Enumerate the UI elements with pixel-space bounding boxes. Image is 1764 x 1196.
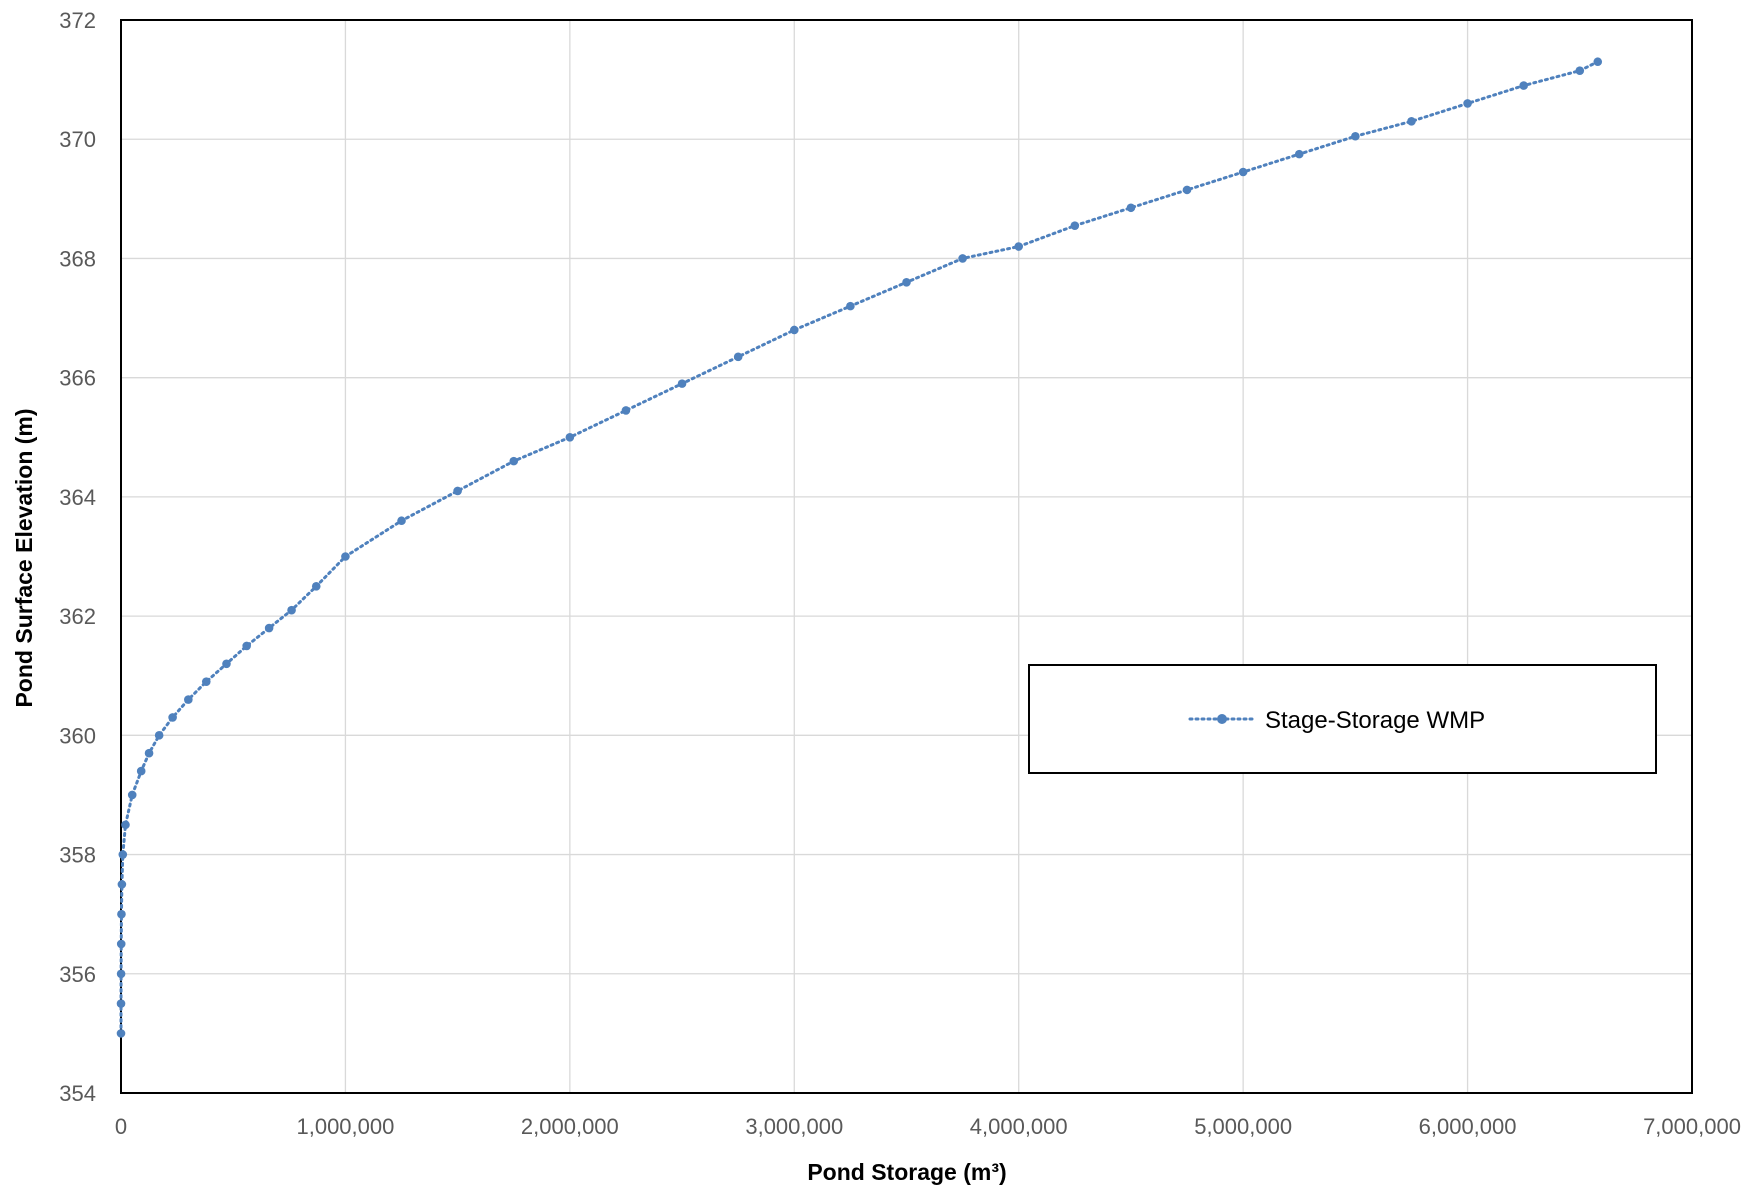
x-tick-label: 5,000,000	[1194, 1114, 1292, 1139]
data-point[interactable]	[137, 767, 146, 776]
x-tick-label: 3,000,000	[745, 1114, 843, 1139]
data-point[interactable]	[168, 713, 177, 722]
data-point[interactable]	[1351, 132, 1360, 141]
data-point[interactable]	[145, 749, 154, 758]
data-point[interactable]	[846, 302, 855, 311]
data-point[interactable]	[734, 353, 743, 362]
y-tick-label: 354	[59, 1081, 96, 1106]
y-tick-label: 362	[59, 604, 96, 629]
data-point[interactable]	[128, 791, 137, 800]
x-axis-title: Pond Storage (m³)	[807, 1159, 1006, 1185]
data-point[interactable]	[397, 516, 406, 525]
data-point[interactable]	[566, 433, 575, 442]
data-point[interactable]	[1239, 168, 1248, 177]
y-tick-label: 366	[59, 366, 96, 391]
data-point[interactable]	[312, 582, 321, 591]
data-point[interactable]	[121, 820, 130, 829]
data-point[interactable]	[1463, 99, 1472, 108]
x-tick-label: 7,000,000	[1643, 1114, 1741, 1139]
data-point[interactable]	[265, 624, 274, 633]
data-point[interactable]	[117, 999, 126, 1008]
data-point[interactable]	[453, 487, 462, 496]
data-point[interactable]	[117, 1029, 126, 1038]
data-point[interactable]	[902, 278, 911, 287]
data-point[interactable]	[117, 910, 126, 919]
data-point[interactable]	[509, 457, 518, 466]
data-point[interactable]	[287, 606, 296, 615]
data-point[interactable]	[184, 695, 193, 704]
data-point[interactable]	[1014, 242, 1023, 251]
x-tick-label: 2,000,000	[521, 1114, 619, 1139]
x-tick-label: 1,000,000	[296, 1114, 394, 1139]
y-tick-label: 364	[59, 485, 96, 510]
x-tick-label: 0	[115, 1114, 127, 1139]
data-point[interactable]	[242, 642, 251, 651]
y-tick-label: 358	[59, 843, 96, 868]
data-point[interactable]	[341, 552, 350, 561]
data-point[interactable]	[118, 880, 127, 889]
x-tick-label: 6,000,000	[1419, 1114, 1517, 1139]
data-point[interactable]	[117, 940, 126, 949]
x-tick-label: 4,000,000	[970, 1114, 1068, 1139]
data-point[interactable]	[155, 731, 164, 740]
y-tick-label: 356	[59, 962, 96, 987]
y-axis-title: Pond Surface Elevation (m)	[11, 408, 37, 707]
data-point[interactable]	[117, 969, 126, 978]
data-point[interactable]	[119, 850, 128, 859]
data-point[interactable]	[1183, 186, 1192, 195]
data-point[interactable]	[1575, 66, 1584, 75]
data-point[interactable]	[1295, 150, 1304, 159]
data-point[interactable]	[790, 326, 799, 335]
data-point[interactable]	[202, 677, 211, 686]
y-tick-label: 360	[59, 723, 96, 748]
data-point[interactable]	[1407, 117, 1416, 126]
data-point[interactable]	[1519, 81, 1528, 90]
y-tick-label: 372	[59, 8, 96, 33]
legend-marker	[1217, 714, 1227, 724]
data-point[interactable]	[678, 379, 687, 388]
data-point[interactable]	[1127, 203, 1136, 212]
y-tick-label: 368	[59, 246, 96, 271]
data-point[interactable]	[622, 406, 631, 415]
legend-series-label: Stage-Storage WMP	[1265, 707, 1485, 734]
data-point[interactable]	[1071, 221, 1080, 230]
data-point[interactable]	[1593, 57, 1602, 66]
legend[interactable]: Stage-Storage WMP	[1029, 665, 1656, 773]
y-tick-label: 370	[59, 127, 96, 152]
data-point[interactable]	[222, 660, 231, 669]
data-point[interactable]	[958, 254, 967, 263]
